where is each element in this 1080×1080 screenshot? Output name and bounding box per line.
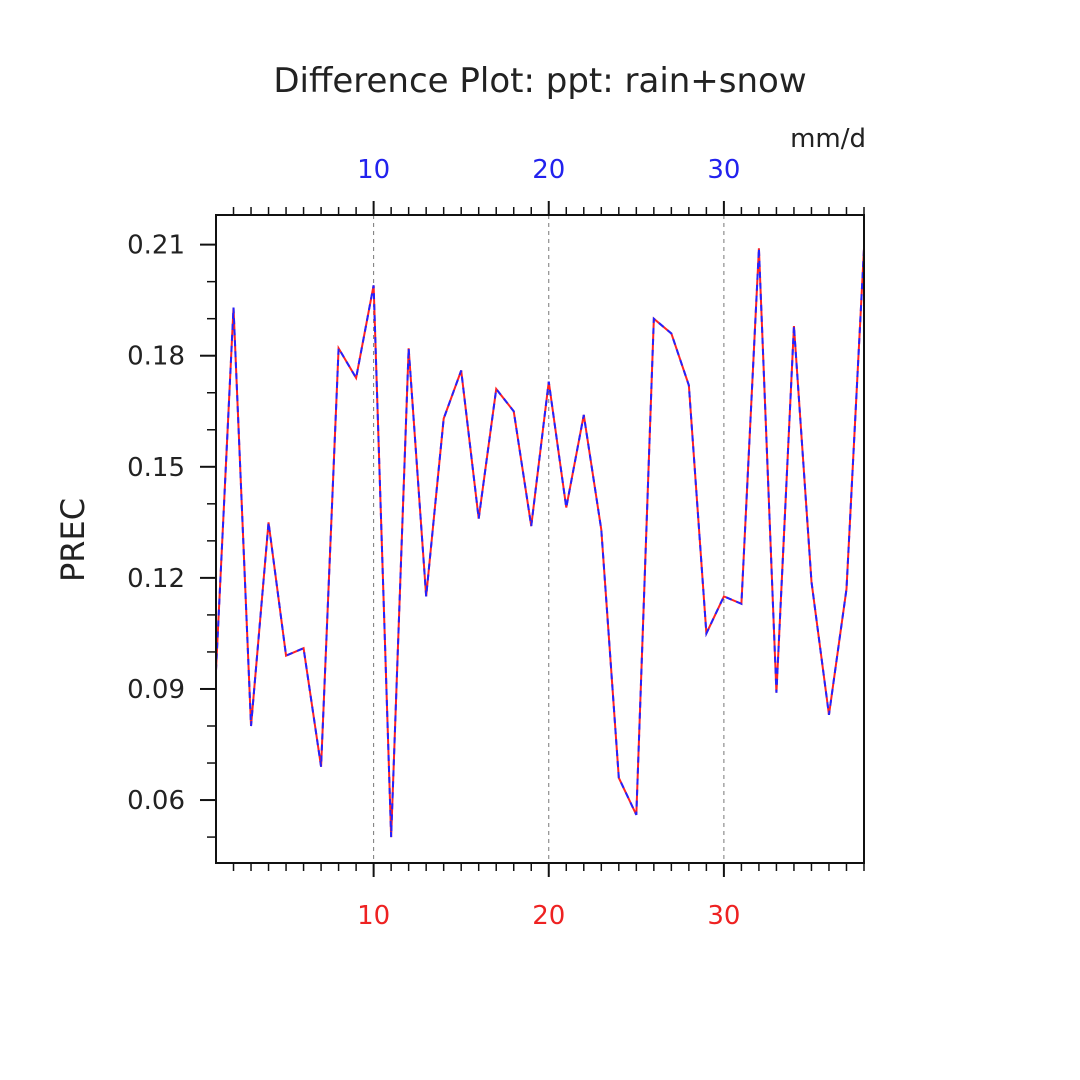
tick-labels: 10 10 20 20 30 30 0.06 0.09 0.12 0.15 0.18 0.21 (127, 155, 740, 931)
y-tick-label: 0.15 (127, 453, 185, 483)
chart-title: Difference Plot: ppt: rain+snow (273, 61, 806, 101)
x-gridlines (373, 215, 725, 863)
x-tick-label-bottom: 10 (357, 901, 390, 931)
series-line-blue (215, 248, 865, 838)
data-series (215, 248, 865, 838)
y-tick-label: 0.09 (127, 675, 185, 705)
y-tick-label: 0.06 (127, 786, 185, 816)
x-tick-label-top: 20 (532, 155, 565, 185)
y-tick-label: 0.18 (127, 342, 185, 372)
x-tick-label-bottom: 30 (707, 901, 740, 931)
y-tick-label: 0.12 (127, 564, 185, 594)
axis-ticks (200, 201, 865, 877)
y-tick-label: 0.21 (127, 231, 185, 261)
x-tick-label-top: 30 (707, 155, 740, 185)
units-label: mm/d (790, 124, 866, 154)
y-axis-label: PREC (54, 498, 92, 582)
x-tick-label-bottom: 20 (532, 901, 565, 931)
x-tick-label-top: 10 (357, 155, 390, 185)
plot-frame (215, 214, 865, 864)
